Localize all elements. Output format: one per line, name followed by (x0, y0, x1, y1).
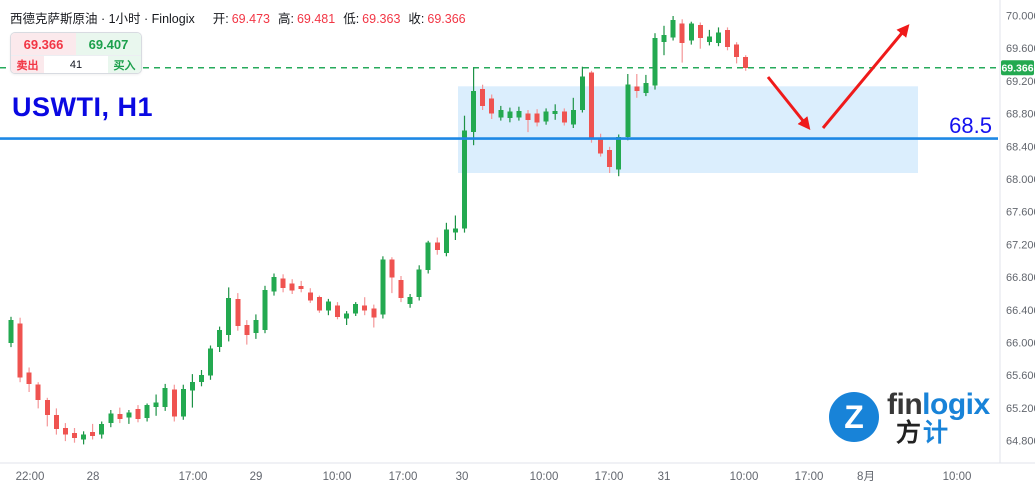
buy-button[interactable]: 买入 (108, 56, 141, 73)
time-tick: 17:00 (795, 471, 824, 483)
price-tick: 66.000 (1006, 338, 1035, 350)
spread-value: 41 (44, 56, 108, 73)
price-tick: 69.600 (1006, 43, 1035, 55)
time-tick: 31 (658, 471, 671, 483)
price-tick: 65.600 (1006, 370, 1035, 382)
forecast-arrow-up[interactable] (821, 24, 910, 129)
price-tick: 67.600 (1006, 207, 1035, 219)
current-price-tag-label: 69.366 (1001, 63, 1033, 75)
finlogix-logo-text: finlogix 方计 (887, 390, 990, 446)
price-tick: 69.200 (1006, 76, 1035, 88)
open-label: 开: (212, 12, 229, 26)
time-tick: 22:00 (16, 471, 45, 483)
sell-button[interactable]: 卖出 (11, 56, 44, 73)
logo-fin: fin (887, 388, 923, 421)
time-tick: 10:00 (730, 471, 759, 483)
time-tick: 10:00 (530, 471, 559, 483)
time-tick: 17:00 (179, 471, 208, 483)
close-value: 69.366 (427, 12, 466, 26)
price-axis[interactable]: 70.000 69.600 69.200 68.800 68.400 68.000 67.6… (1006, 11, 1035, 448)
open-value: 69.473 (231, 12, 270, 26)
price-tick: 66.400 (1006, 305, 1035, 317)
price-tick: 68.400 (1006, 141, 1035, 153)
buy-price[interactable]: 69.407 (76, 33, 141, 55)
logo-z-glyph: Z (844, 399, 864, 435)
time-tick: 17:00 (389, 471, 418, 483)
forecast-arrow-down[interactable] (766, 76, 811, 130)
finlogix-logo-icon: Z (829, 392, 879, 442)
candles (8, 16, 749, 445)
price-tick: 65.200 (1006, 403, 1035, 415)
chart-legend: 西德克萨斯原油 · 1小时 · Finlogix 开: 69.473 高: 69.481… (10, 8, 466, 27)
time-tick: 28 (87, 471, 100, 483)
time-tick: 29 (250, 471, 263, 483)
support-level-label: 68.5 (949, 113, 992, 138)
quote-panel: 69.366 69.407 卖出 41 买入 (10, 32, 142, 74)
price-tick: 67.200 (1006, 239, 1035, 251)
symbol-watermark: USWTI, H1 (12, 92, 154, 122)
price-tick: 68.000 (1006, 174, 1035, 186)
logo-cn-dark: 方 (896, 419, 924, 447)
time-tick: 30 (456, 471, 469, 483)
price-tick: 66.800 (1006, 272, 1035, 284)
price-tick: 64.800 (1006, 436, 1035, 448)
low-value: 69.363 (362, 12, 401, 26)
logo-cn-blue: 计 (923, 419, 951, 447)
time-axis[interactable]: 22:00 28 17:00 29 10:00 17:00 30 10:00 17:00 31 10… (16, 471, 972, 483)
logo-logix: logix (922, 388, 990, 421)
symbol-title: 西德克萨斯原油 · 1小时 · Finlogix (10, 12, 195, 26)
high-value: 69.481 (296, 12, 336, 26)
time-tick: 8月 (857, 471, 875, 483)
current-price-tag (1001, 60, 1034, 76)
high-label: 高: (277, 12, 294, 26)
close-label: 收: (408, 12, 425, 26)
finlogix-logo: Z finlogix 方计 (827, 390, 990, 446)
time-tick: 10:00 (943, 471, 972, 483)
sell-price[interactable]: 69.366 (11, 33, 76, 55)
price-tick: 68.800 (1006, 109, 1035, 121)
highlight-zone (458, 86, 918, 173)
time-tick: 17:00 (595, 471, 624, 483)
price-tick: 70.000 (1006, 11, 1035, 23)
low-label: 低: (343, 12, 360, 26)
time-tick: 10:00 (323, 471, 352, 483)
